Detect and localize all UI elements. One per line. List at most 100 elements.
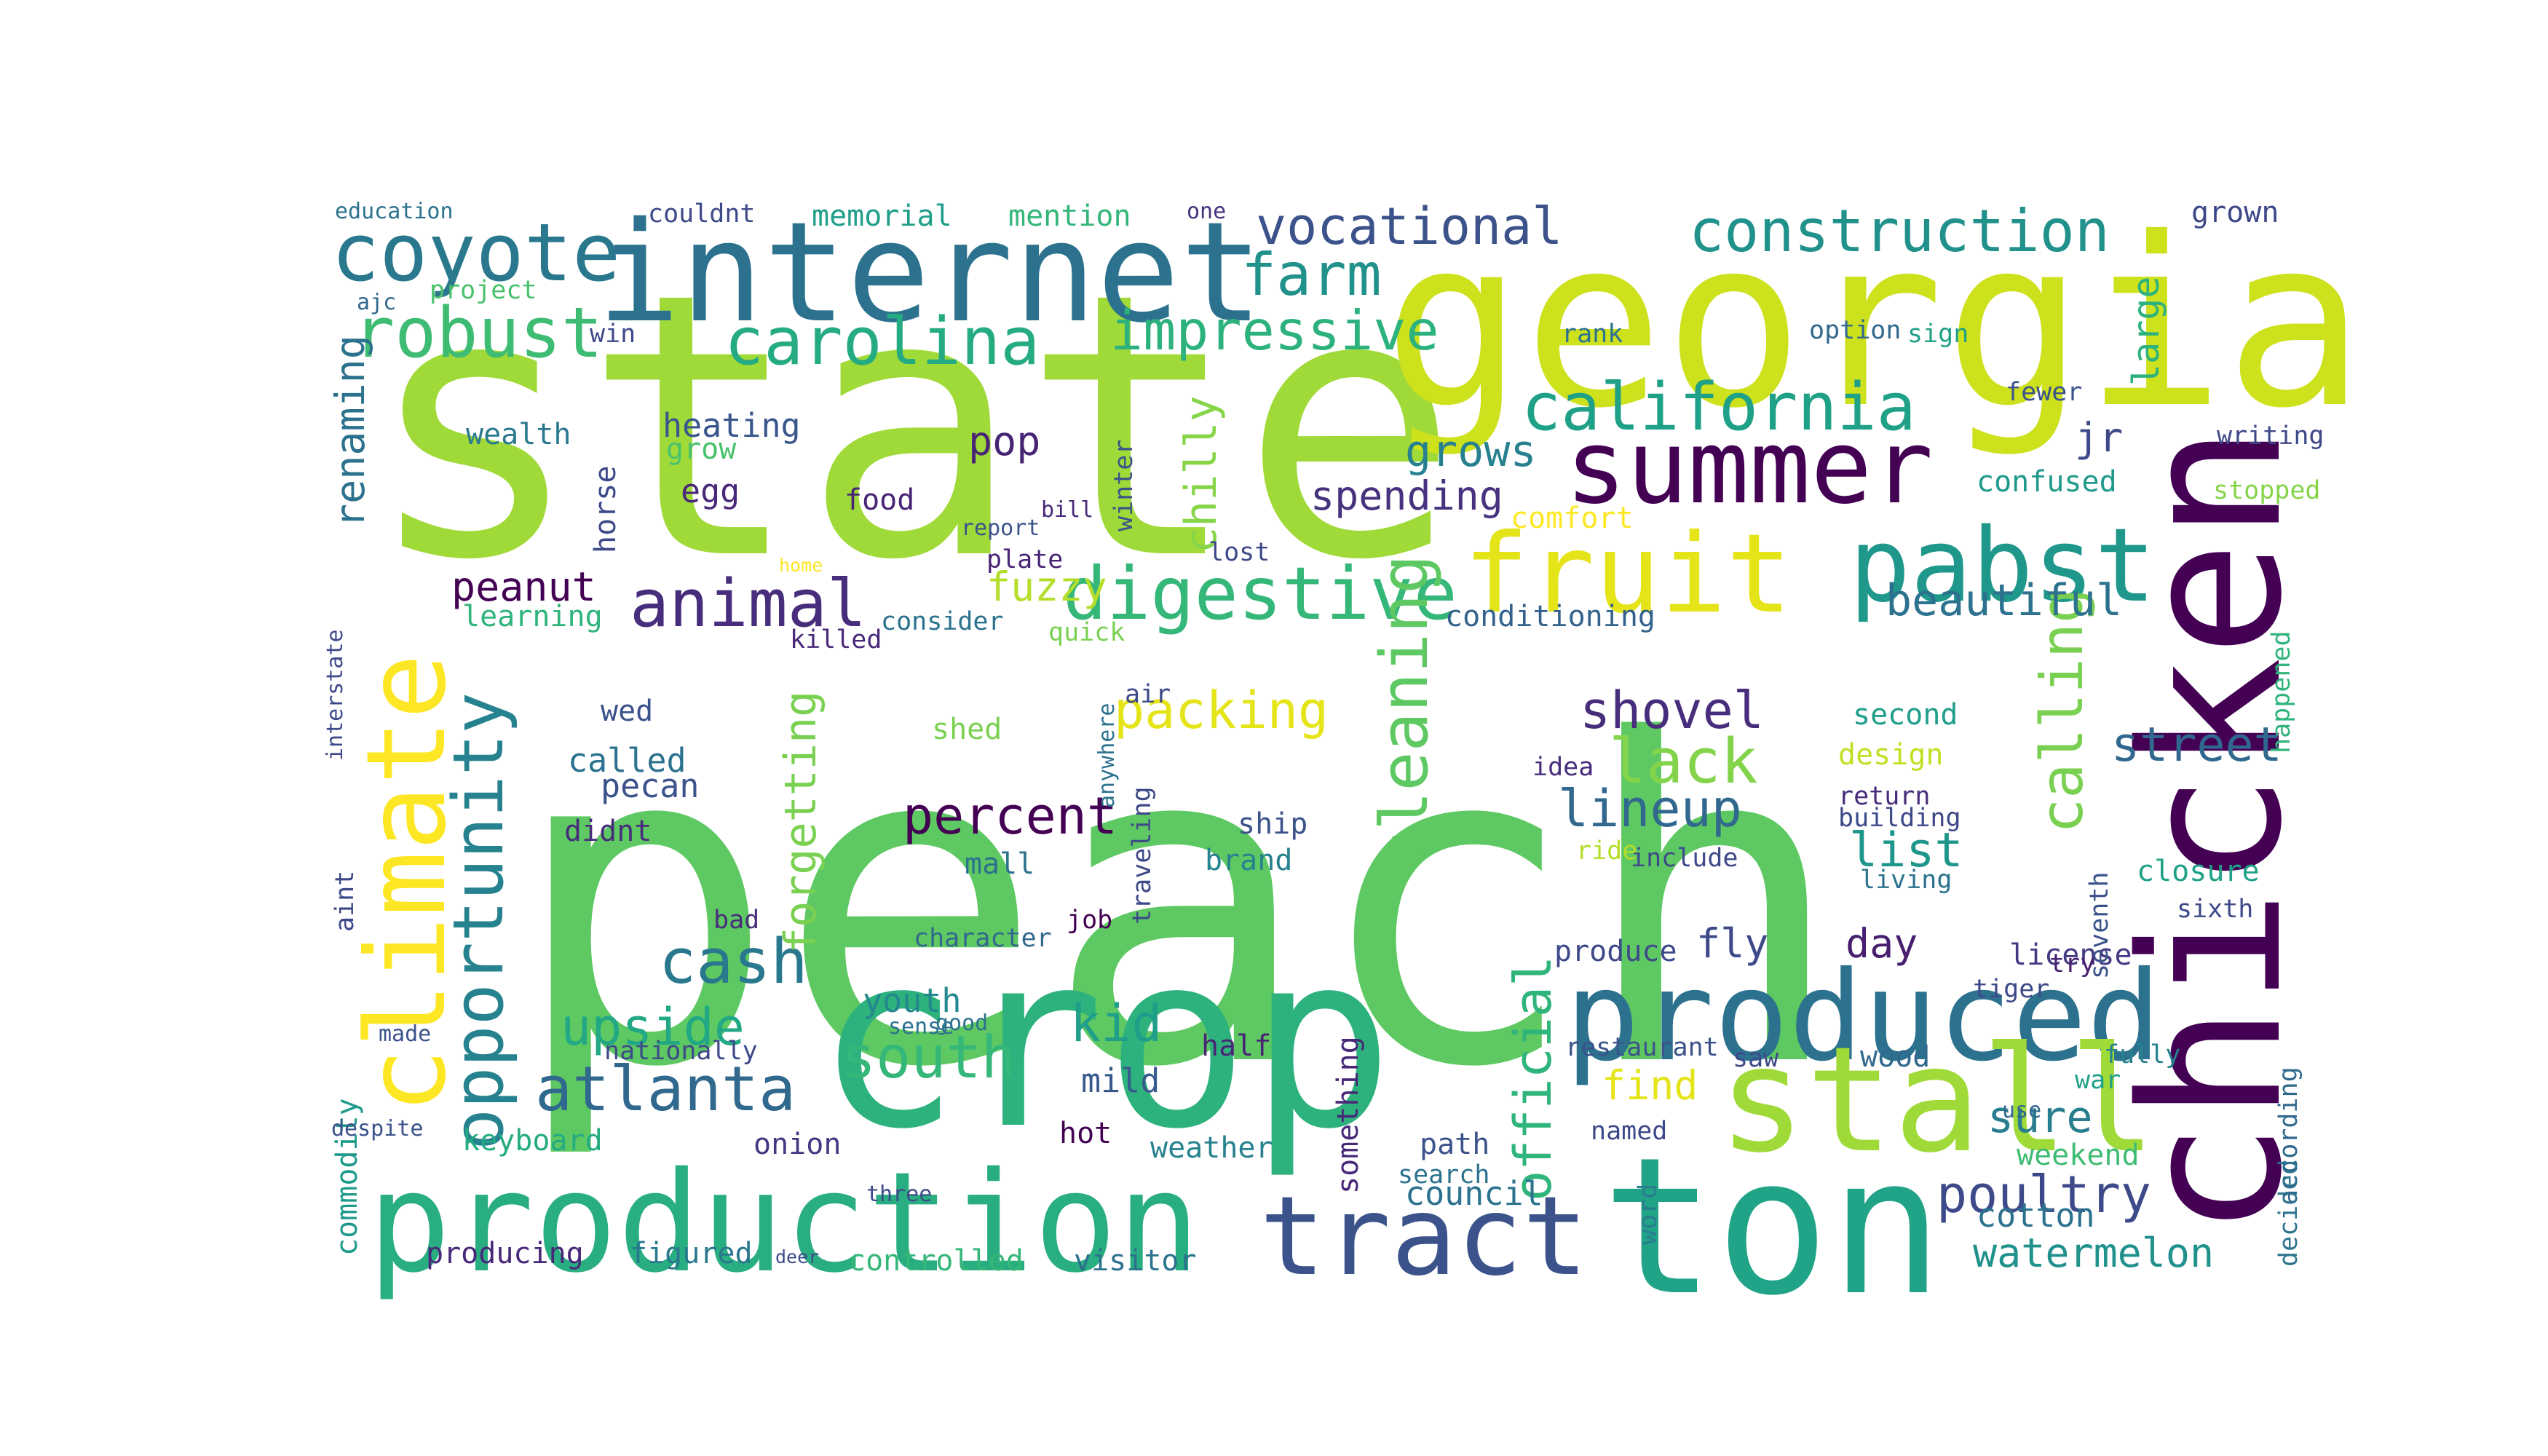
word-large: large [2125,276,2167,386]
word-tract: tract [1259,1174,1588,1300]
word-interstate: interstate [323,629,348,761]
word-construction: construction [1689,197,2110,265]
word-wealth: wealth [466,418,571,451]
word-writing: writing [2217,422,2325,451]
word-air: air [1125,680,1171,709]
word-stall: stall [1718,1016,2156,1185]
word-according: according [2274,1067,2303,1205]
word-animal: animal [630,566,866,642]
word-living: living [1860,866,1952,895]
word-digestive: digestive [1063,551,1457,636]
word-produced: produced [1565,945,2161,1089]
word-memorial: memorial [812,199,952,233]
word-shovel: shovel [1580,681,1764,740]
word-despite: despite [331,1116,423,1142]
word-saw: saw [1733,1044,1779,1073]
word-lost: lost [1208,538,1270,567]
word-summer: summer [1565,408,1934,527]
word-list: list [1849,823,1963,878]
word-deer: deer [775,1246,819,1267]
word-fully: fully [2104,1040,2180,1069]
word-wed: wed [601,695,653,728]
word-use: use [2002,1098,2041,1123]
word-figured: figured [630,1237,753,1270]
word-egg: egg [681,472,740,510]
word-beautiful: beautiful [1886,575,2122,626]
word-cleaning: cleaning [1366,555,1443,870]
word-something: something [1332,1036,1365,1194]
word-day: day [1845,920,1918,967]
word-made: made [379,1021,431,1047]
word-georgia: georgia [1383,189,2365,459]
word-weather: weather [1150,1131,1273,1165]
word-nationally: nationally [604,1037,758,1066]
word-happened: happened [2267,630,2296,753]
word-war: war [2075,1066,2121,1095]
word-packing: packing [1114,681,1329,740]
word-called: called [568,741,687,780]
word-sixth: sixth [2177,895,2253,924]
word-vocational: vocational [1256,197,1562,256]
word-production: production [368,1142,1200,1303]
word-jr: jr [2075,414,2123,461]
word-pecan: pecan [601,767,699,805]
word-council: council [1405,1174,1543,1213]
word-chilly: chilly [1176,395,1227,553]
word-fruit: fruit [1463,511,1792,638]
word-tiger: tiger [1973,975,2049,1004]
word-rank: rank [1562,320,1623,349]
word-mild: mild [1081,1061,1160,1100]
word-youth: youth [863,981,961,1020]
word-percent: percent [903,786,1117,846]
word-second: second [1853,698,1958,732]
word-include: include [1631,844,1738,873]
word-grown: grown [2191,196,2279,229]
word-atlanta: atlanta [535,1053,796,1125]
word-option: option [1809,316,1901,345]
word-grow: grow [666,432,737,466]
word-opportunity: opportunity [439,692,519,1150]
word-onion: onion [753,1128,841,1161]
word-commodity: commodity [331,1098,364,1256]
word-controlled: controlled [848,1244,1024,1278]
word-crop: crop [815,902,1394,1182]
word-named: named [1591,1117,1667,1146]
word-report: report [961,515,1040,541]
word-decided: decided [2274,1159,2303,1267]
word-fly: fly [1696,920,1768,967]
word-climate: climate [344,654,470,1114]
word-stopped: stopped [2213,476,2321,505]
word-search: search [1398,1160,1489,1190]
word-farm: farm [1241,241,1382,309]
word-mall: mall [965,847,1034,881]
word-restaurant: restaurant [1565,1033,1719,1062]
word-killed: killed [790,625,882,654]
word-fewer: fewer [2006,378,2082,407]
word-good: good [935,1010,988,1036]
word-closure: closure [2137,855,2260,888]
word-chicken: chicken [2100,424,2325,1238]
word-poultry: poultry [1936,1165,2151,1224]
word-license: license [2009,938,2132,972]
word-california: california [1522,369,1916,446]
word-consider: consider [881,607,1004,636]
word-upside: upside [561,997,745,1057]
word-ajc: ajc [357,290,396,315]
word-impressive: impressive [1110,298,1439,363]
word-home: home [779,555,823,576]
word-sense: sense [888,1014,954,1040]
word-robust: robust [353,293,603,373]
word-anywhere: anywhere [1094,703,1120,809]
word-cash: cash [659,926,808,998]
word-peach: peach [510,647,1846,1164]
word-brand: brand [1205,844,1292,877]
word-calling: calling [2028,588,2096,834]
word-ship: ship [1238,807,1307,841]
word-mention: mention [1008,199,1131,233]
word-quick: quick [1048,618,1125,647]
word-heating: heating [662,406,801,445]
word-weekend: weekend [2017,1139,2140,1172]
word-coyote: coyote [331,206,620,299]
word-job: job [1067,906,1112,935]
